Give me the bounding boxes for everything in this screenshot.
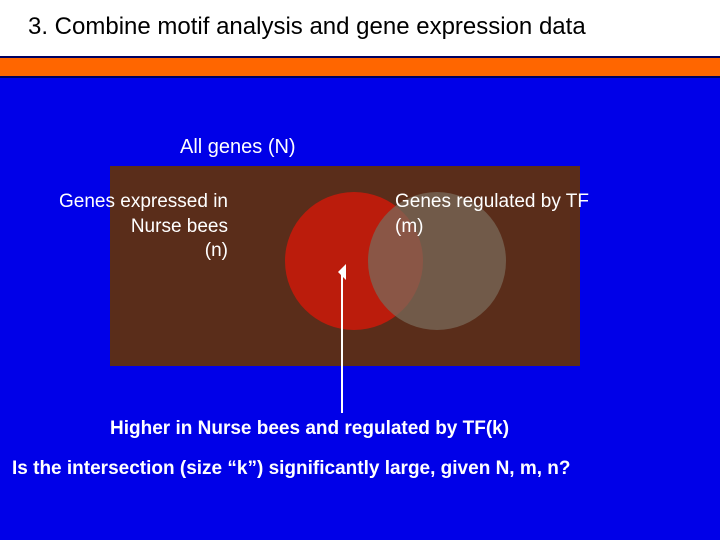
left-label-line2: Nurse bees xyxy=(131,216,228,237)
left-label-line3: (n) xyxy=(205,240,228,261)
right-label-line2: (m) xyxy=(395,216,423,237)
right-label-line1: Genes regulated by TF xyxy=(395,191,589,212)
slide-title: 3. Combine motif analysis and gene expre… xyxy=(28,12,700,42)
accent-bar xyxy=(0,56,720,78)
intersection-caption: Higher in Nurse bees and regulated by TF… xyxy=(110,418,509,440)
left-label-line1: Genes expressed in xyxy=(59,191,228,212)
left-set-label: Genes expressed in Nurse bees (n) xyxy=(10,190,228,264)
universe-label: All genes (N) xyxy=(180,136,296,159)
intersection-arrow xyxy=(338,268,358,418)
header: 3. Combine motif analysis and gene expre… xyxy=(0,0,720,56)
right-set-label: Genes regulated by TF (m) xyxy=(395,190,675,239)
question-caption: Is the intersection (size “k”) significa… xyxy=(12,458,571,480)
content-area: All genes (N) Genes expressed in Nurse b… xyxy=(0,78,720,508)
